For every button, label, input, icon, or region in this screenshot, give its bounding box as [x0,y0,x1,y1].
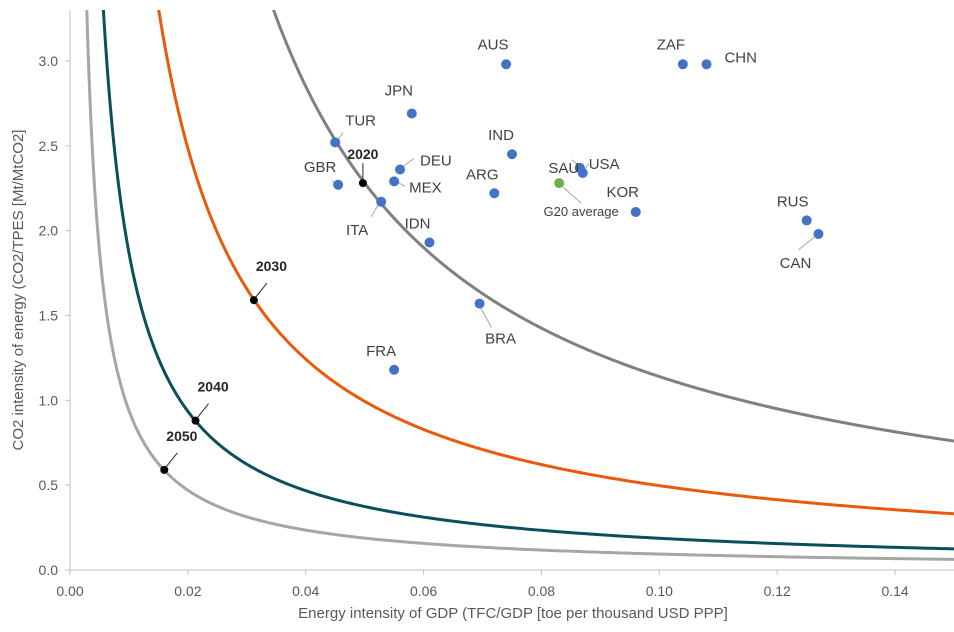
label-chn: CHN [724,49,757,66]
leader-ita [370,204,379,218]
leader-deu [402,158,415,167]
label-leaders [164,132,815,469]
curve-2030 [157,10,954,516]
year-leader-2040 [196,403,209,419]
point-jpn [406,108,417,119]
curve-2020 [271,10,954,443]
year-marker-2040 [191,416,200,425]
label-g20-average: G20 average [544,204,619,219]
year-label-2030: 2030 [256,258,287,274]
label-fra: FRA [366,343,396,360]
label-deu: DEU [420,153,452,170]
label-aus: AUS [478,36,509,53]
y-tick-label: 3.0 [39,53,59,69]
point-ind [507,149,517,160]
y-tick-label: 1.0 [39,392,59,408]
curve-2040 [101,10,954,551]
point-can [813,229,824,239]
year-leader-2050 [164,452,178,469]
x-tick-label: 0.00 [56,583,83,599]
axes: 0.00 0.02 0.04 0.06 0.08 0.10 0.12 0.14 0.0 0.5 1.… [39,10,954,599]
leader-mex [397,181,406,187]
y-tick-label: 0.5 [39,477,59,493]
label-sau: SAU [548,160,579,177]
point-bra [474,298,485,309]
leader-tur [337,132,344,140]
curve-2050 [85,10,954,561]
label-usa: USA [589,156,620,173]
data-labels: 2020 2030 2040 2050 AUS ZAF CHN JPN TUR IND SAU USA… [166,36,811,444]
y-axis-title: CO2 intensity of energy (CO2/TPES [Mt/Mt… [10,130,27,451]
point-ita [376,196,387,207]
data-points [160,59,824,474]
label-arg: ARG [466,166,499,183]
point-mex [389,176,400,187]
label-jpn: JPN [385,83,413,100]
point-usa [577,167,588,178]
label-bra: BRA [485,331,516,348]
point-chn [701,59,712,70]
point-tur [330,137,341,148]
label-idn: IDN [405,215,431,232]
x-tick-label: 0.06 [410,583,437,599]
year-marker-2050 [160,465,169,474]
y-tick-label: 2.0 [39,223,59,239]
label-ita: ITA [346,222,368,239]
point-zaf [677,59,688,70]
y-tick-label: 1.5 [39,307,59,323]
leader-g20-average [562,186,582,204]
year-label-2020: 2020 [347,146,378,162]
point-g20-average [554,178,565,189]
label-rus: RUS [777,193,809,210]
label-zaf: ZAF [657,36,685,53]
year-leader-2030 [254,282,268,299]
point-deu [395,164,406,175]
x-tick-label: 0.14 [881,583,908,599]
leader-bra [480,307,493,328]
label-mex: MEX [409,179,442,196]
x-axis-title: Energy intensity of GDP (TFC/GDP [toe pe… [298,605,728,622]
x-tick-label: 0.02 [174,583,201,599]
y-tick-label: 2.5 [39,138,59,154]
x-tick-label: 0.10 [646,583,673,599]
x-tick-label: 0.08 [528,583,555,599]
label-gbr: GBR [304,159,337,176]
leader-can [798,236,815,251]
year-label-2050: 2050 [166,428,197,444]
point-aus [501,59,512,70]
point-gbr [333,179,344,190]
label-ind: IND [488,127,514,144]
point-kor [630,206,641,217]
point-rus [801,215,812,226]
x-tick-label: 0.12 [764,583,791,599]
target-curves [85,10,954,561]
y-tick-label: 0.0 [39,562,59,578]
point-idn [424,237,435,248]
year-marker-2020 [358,179,367,188]
label-kor: KOR [607,184,640,201]
point-arg [489,188,500,199]
point-fra [389,364,400,375]
year-label-2040: 2040 [198,379,229,395]
label-can: CAN [780,255,812,272]
year-marker-2030 [249,296,258,305]
x-tick-label: 0.04 [292,583,319,599]
label-tur: TUR [345,112,376,129]
